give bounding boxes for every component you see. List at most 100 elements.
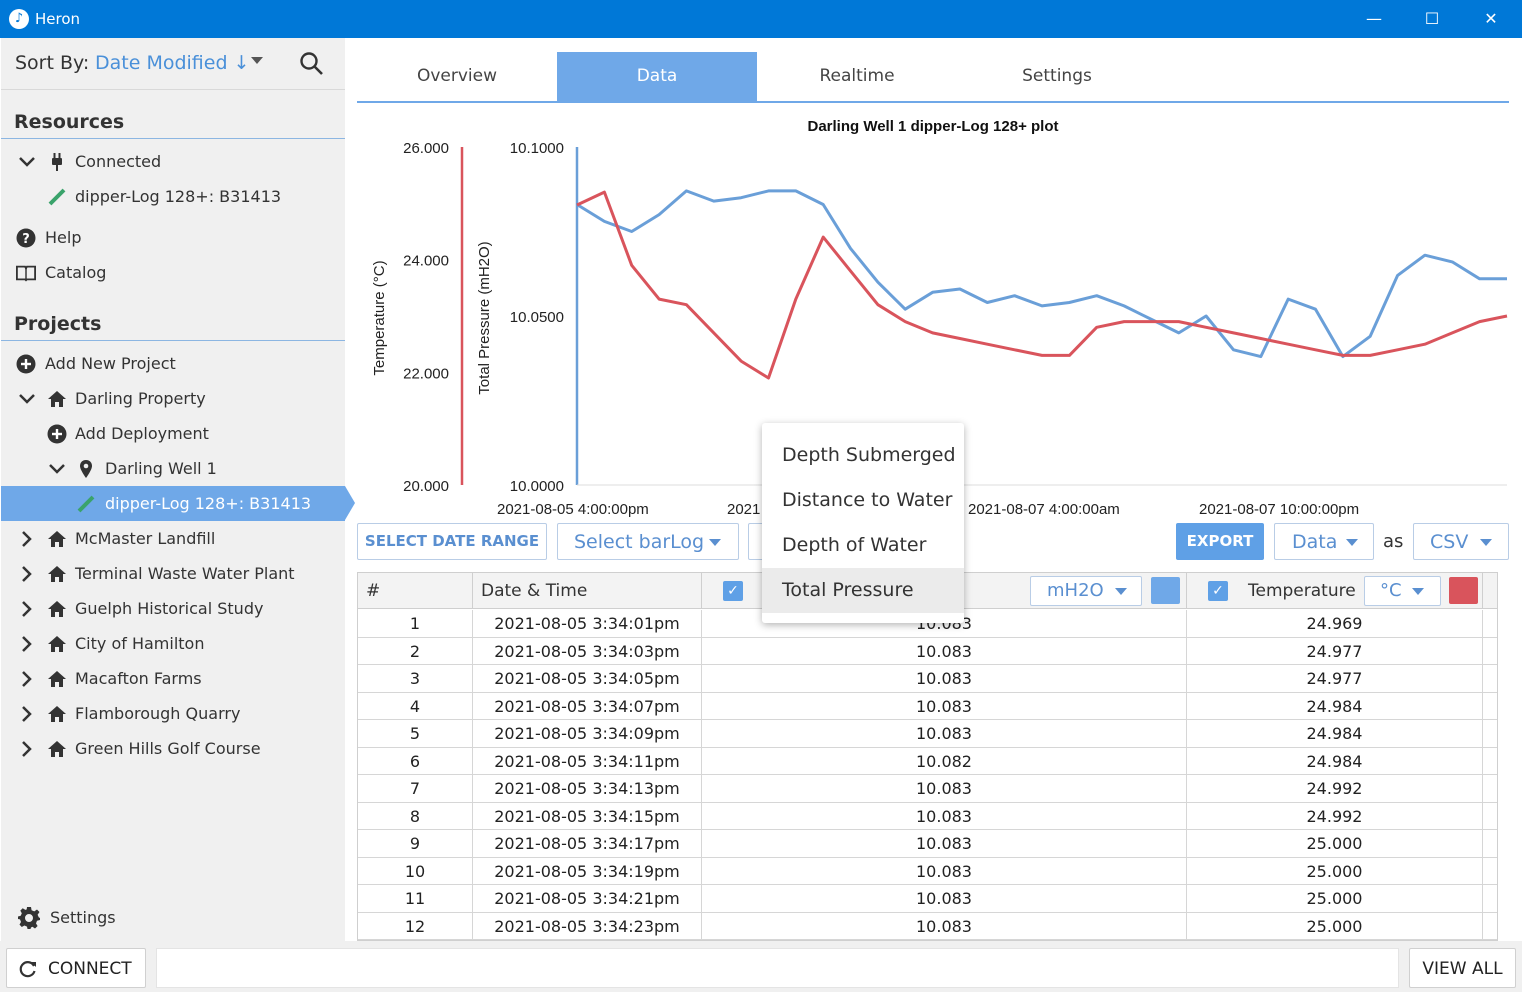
sidebar-item-label: Catalog	[45, 263, 107, 282]
sidebar-item-catalog[interactable]: Catalog	[1, 255, 345, 290]
chevron-right-icon[interactable]	[17, 564, 37, 584]
cell-temperature: 24.977	[1187, 637, 1483, 665]
chevron-down-icon[interactable]	[251, 57, 263, 64]
menu-item-total-pressure[interactable]: Total Pressure	[762, 568, 964, 613]
cell-datetime: 2021-08-05 3:34:07pm	[473, 692, 702, 720]
pressure-checkbox[interactable]: ✓	[723, 581, 743, 601]
tab-realtime[interactable]: Realtime	[819, 66, 895, 86]
add-project-button[interactable]: Add New Project	[1, 346, 345, 381]
tree-item-darling-well[interactable]: Darling Well 1	[1, 451, 345, 486]
pressure-color-swatch[interactable]	[1151, 577, 1180, 604]
chevron-down-icon	[1346, 539, 1358, 546]
x-tick-label: 2021-08-07 10:00:00pm	[1199, 501, 1359, 518]
data-plot[interactable]: Darling Well 1 dipper-Log 128+ plot Temp…	[357, 112, 1509, 522]
tree-item-label: Green Hills Golf Course	[75, 739, 261, 758]
tree-item-darling-property[interactable]: Darling Property	[1, 381, 345, 416]
svg-text:?: ?	[22, 232, 30, 247]
tab-data[interactable]: Data	[557, 52, 757, 101]
menu-item-distance-to-water[interactable]: Distance to Water	[762, 478, 964, 523]
pressure-unit-value: mH2O	[1047, 580, 1104, 601]
projects-heading: Projects	[14, 313, 102, 335]
close-button[interactable]: ✕	[1484, 9, 1498, 28]
heron-logo-icon: ♪	[9, 9, 29, 29]
chevron-down-icon	[709, 539, 721, 546]
sort-direction-icon: ↓	[233, 52, 250, 74]
selection-pointer	[345, 486, 355, 520]
chevron-down-icon[interactable]	[17, 152, 37, 172]
temperature-color-swatch[interactable]	[1449, 577, 1478, 604]
tree-item-device[interactable]: dipper-Log 128+: B31413	[1, 179, 345, 214]
table-row: 12 2021-08-05 3:34:23pm 10.083 25.000	[358, 912, 1497, 940]
select-date-range-button[interactable]: SELECT DATE RANGE	[357, 523, 547, 560]
status-field	[156, 948, 1399, 988]
sidebar-item-help[interactable]: ? Help	[1, 220, 345, 255]
cell-index: 7	[358, 775, 473, 803]
main-tabs: Overview Data Realtime Settings	[357, 52, 1509, 103]
tree-item-label: Guelph Historical Study	[75, 599, 264, 618]
select-barlog-dropdown[interactable]: Select barLog	[557, 523, 739, 560]
tree-item-project[interactable]: Macafton Farms	[1, 661, 345, 696]
connect-button[interactable]: CONNECT	[6, 948, 146, 988]
cell-temperature: 24.984	[1187, 720, 1483, 748]
cell-datetime: 2021-08-05 3:34:11pm	[473, 747, 702, 775]
chevron-right-icon[interactable]	[17, 634, 37, 654]
chevron-right-icon[interactable]	[17, 739, 37, 759]
sidebar: Sort By: Date Modified ↓ Resources Conne…	[1, 38, 355, 941]
menu-item-depth-of-water[interactable]: Depth of Water	[762, 523, 964, 568]
temperature-checkbox[interactable]: ✓	[1208, 581, 1228, 601]
tree-item-project[interactable]: Green Hills Golf Course	[1, 731, 345, 766]
chevron-down-icon	[1480, 539, 1492, 546]
cell-index: 1	[358, 610, 473, 638]
sidebar-settings-button[interactable]: Settings	[1, 900, 345, 936]
tree-item-project[interactable]: City of Hamilton	[1, 626, 345, 661]
pressure-unit-dropdown[interactable]: mH2O	[1030, 576, 1142, 606]
cell-index: 5	[358, 720, 473, 748]
home-icon	[48, 531, 66, 547]
tree-item-label: Terminal Waste Water Plant	[75, 564, 295, 583]
column-header-pressure: ✓ mH2O	[702, 573, 1187, 609]
chevron-right-icon[interactable]	[17, 529, 37, 549]
table-row: 8 2021-08-05 3:34:15pm 10.083 24.992	[358, 802, 1497, 830]
export-format-dropdown[interactable]: CSV	[1413, 523, 1509, 560]
cell-temperature: 24.969	[1187, 610, 1483, 638]
home-icon	[48, 671, 66, 687]
cell-index: 3	[358, 665, 473, 693]
search-icon[interactable]	[299, 51, 325, 77]
chevron-down-icon	[1412, 588, 1424, 595]
cell-pressure: 10.082	[702, 747, 1187, 775]
chevron-down-icon[interactable]	[47, 459, 67, 479]
export-button[interactable]: EXPORT	[1176, 523, 1264, 560]
view-all-button[interactable]: VIEW ALL	[1409, 948, 1516, 988]
x-tick-label: 2021	[727, 501, 760, 518]
tree-item-label: dipper-Log 128+: B31413	[105, 494, 312, 513]
menu-item-depth-submerged[interactable]: Depth Submerged	[762, 433, 964, 478]
tree-item-project[interactable]: Guelph Historical Study	[1, 591, 345, 626]
sort-label: Sort By:	[15, 52, 90, 74]
tree-item-project[interactable]: Flamborough Quarry	[1, 696, 345, 731]
chevron-right-icon[interactable]	[17, 704, 37, 724]
maximize-button[interactable]: ☐	[1424, 9, 1440, 28]
tab-settings[interactable]: Settings	[1022, 66, 1092, 86]
tree-item-label: City of Hamilton	[75, 634, 205, 653]
export-type-dropdown[interactable]: Data	[1274, 523, 1374, 560]
tab-overview[interactable]: Overview	[416, 66, 498, 86]
tree-item-connected[interactable]: Connected	[1, 144, 345, 179]
minimize-button[interactable]: —	[1366, 9, 1382, 28]
window-title: Heron	[35, 10, 81, 28]
chevron-right-icon[interactable]	[17, 669, 37, 689]
home-icon	[48, 636, 66, 652]
table-row: 11 2021-08-05 3:34:21pm 10.083 25.000	[358, 885, 1497, 913]
connect-label: CONNECT	[48, 959, 132, 979]
tree-item-project[interactable]: McMaster Landfill	[1, 521, 345, 556]
add-deployment-button[interactable]: Add Deployment	[1, 416, 345, 451]
table-row: 10 2021-08-05 3:34:19pm 10.083 25.000	[358, 857, 1497, 885]
sort-dropdown[interactable]: Date Modified ↓	[95, 52, 250, 74]
sidebar-item-label: Help	[45, 228, 82, 247]
tree-item-project[interactable]: Terminal Waste Water Plant	[1, 556, 345, 591]
cell-pressure: 10.083	[702, 692, 1187, 720]
chevron-down-icon[interactable]	[17, 389, 37, 409]
tree-item-well-device[interactable]: dipper-Log 128+: B31413	[1, 486, 355, 521]
cell-temperature: 25.000	[1187, 857, 1483, 885]
chevron-right-icon[interactable]	[17, 599, 37, 619]
temperature-unit-dropdown[interactable]: °C	[1364, 576, 1441, 606]
